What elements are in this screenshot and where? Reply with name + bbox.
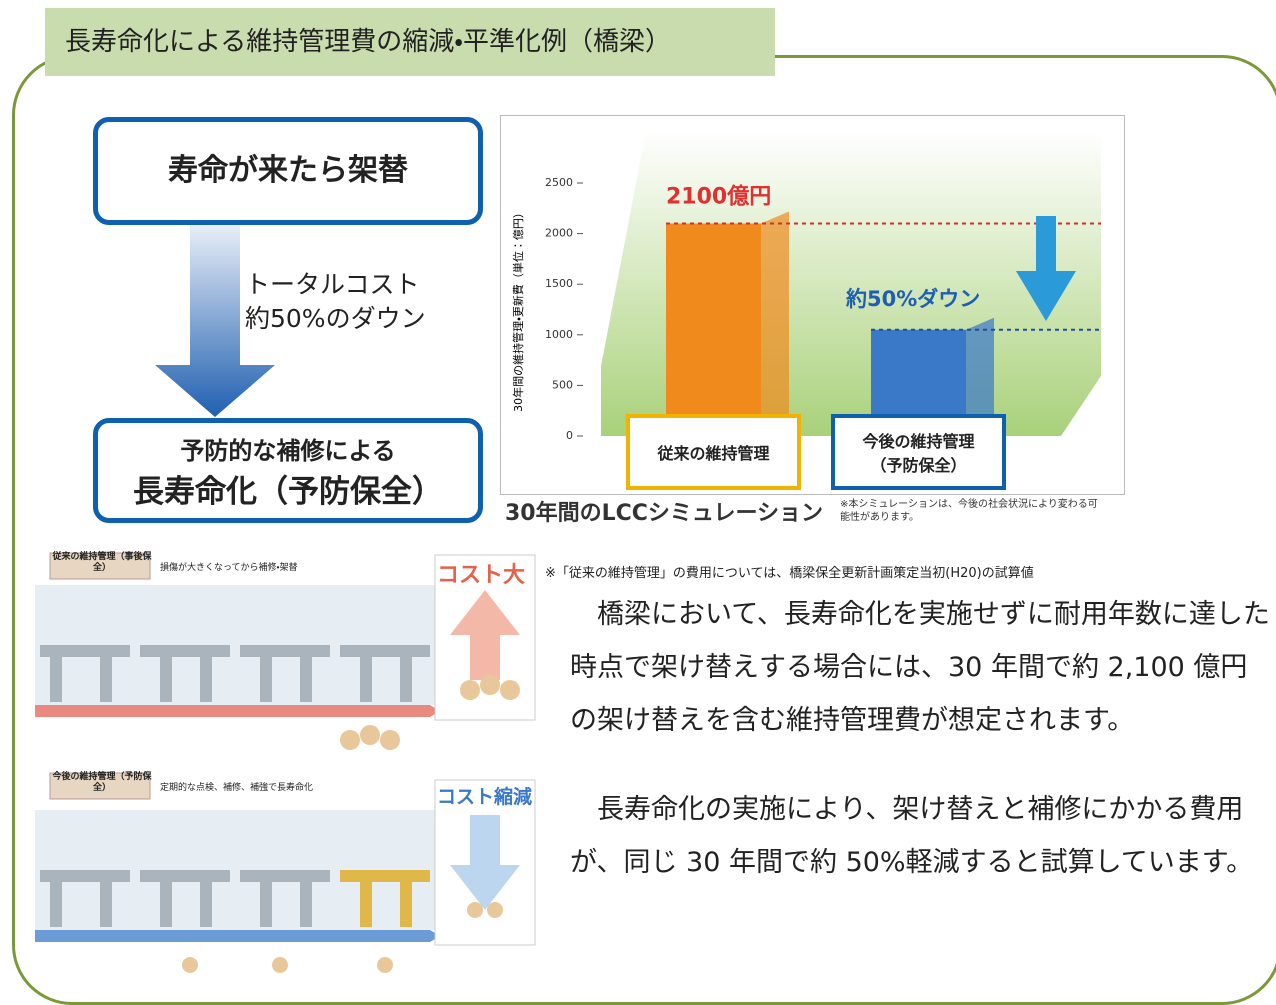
- illus-label: 従来の維持管理（事後保全）: [52, 552, 152, 573]
- bar: [666, 223, 761, 436]
- reduction-arrow: [1016, 216, 1076, 321]
- x-tick-label: 今後の維持管理（予防保全）: [831, 414, 1006, 490]
- annotation: 約50%ダウン: [845, 287, 980, 311]
- bar-side: [761, 211, 789, 436]
- timeline: [35, 930, 440, 942]
- bridge-old: [40, 645, 430, 702]
- chart-svg: 30年間の維持管理・更新費（単位：億円） 0 500 1000 1500 2000 2500…: [511, 131, 1101, 442]
- illus-desc: 定期的な点検、補修、補強で長寿命化: [160, 783, 314, 793]
- paragraph: 長寿命化の実施により、架け替えと補修にかかる費用が、同じ 30 年間で約 50%…: [570, 794, 1254, 878]
- bridge-new: [40, 870, 430, 927]
- chart-note: ※本シミュレーションは、今後の社会状況により変わる可能性があります。: [840, 499, 1098, 523]
- y-tick-label: 0: [566, 429, 573, 442]
- illus-tag: コスト縮減: [437, 786, 533, 808]
- x-tick-label: 従来の維持管理: [626, 414, 801, 490]
- arrow-text-line: 約50%のダウン: [245, 304, 426, 333]
- illus-label: 今後の維持管理（予防保全）: [52, 772, 152, 793]
- illus-desc: 損傷が大きくなってから補修・架替: [160, 563, 298, 573]
- arrow-text-line: トータルコスト: [245, 270, 420, 299]
- annotation: 2100億円: [666, 183, 771, 209]
- bottom-box: 予防的な補修による 長寿命化（予防保全）: [93, 418, 483, 523]
- label-bg: [49, 772, 151, 800]
- y-axis-label: 30年間の維持管理・更新費（単位：億円）: [511, 207, 525, 412]
- illus-tag: コスト大: [437, 563, 526, 588]
- y-tick-label: 1000: [545, 328, 573, 341]
- arrow-text: トータルコスト 約50%のダウン: [245, 268, 426, 336]
- timeline: [35, 705, 440, 717]
- y-tick-label: 2000: [545, 227, 573, 240]
- chart: 30年間の維持管理・更新費（単位：億円） 0 500 1000 1500 2000 2500…: [500, 115, 1125, 495]
- bottom-box-line: 長寿命化（予防保全）: [133, 474, 443, 510]
- illustrations: [35, 552, 536, 973]
- bar-side: [966, 317, 994, 436]
- paragraph: 橋梁において、長寿命化を実施せずに耐用年数に達した時点で架け替えする場合には、3…: [570, 599, 1270, 736]
- chart-caption: 30年間のLCCシミュレーション: [505, 501, 824, 526]
- y-tick-label: 500: [552, 378, 573, 391]
- y-tick-label: 2500: [545, 176, 573, 189]
- top-box: 寿命が来たら架替: [93, 117, 483, 225]
- y-tick-label: 1500: [545, 277, 573, 290]
- label-bg: [49, 552, 151, 580]
- bottom-box-line: 予防的な補修による: [180, 437, 396, 465]
- coins: [182, 675, 520, 973]
- down-arrow: [155, 225, 275, 417]
- footnote: ※「従来の維持管理」の費用については、橋梁保全更新計画策定当初(H20)の試算値: [545, 566, 1034, 581]
- header-title: 長寿命化による維持管理費の縮減・平準化例（橋梁）: [45, 8, 775, 76]
- down-arrow-small: [450, 815, 520, 910]
- up-arrow: [450, 590, 520, 680]
